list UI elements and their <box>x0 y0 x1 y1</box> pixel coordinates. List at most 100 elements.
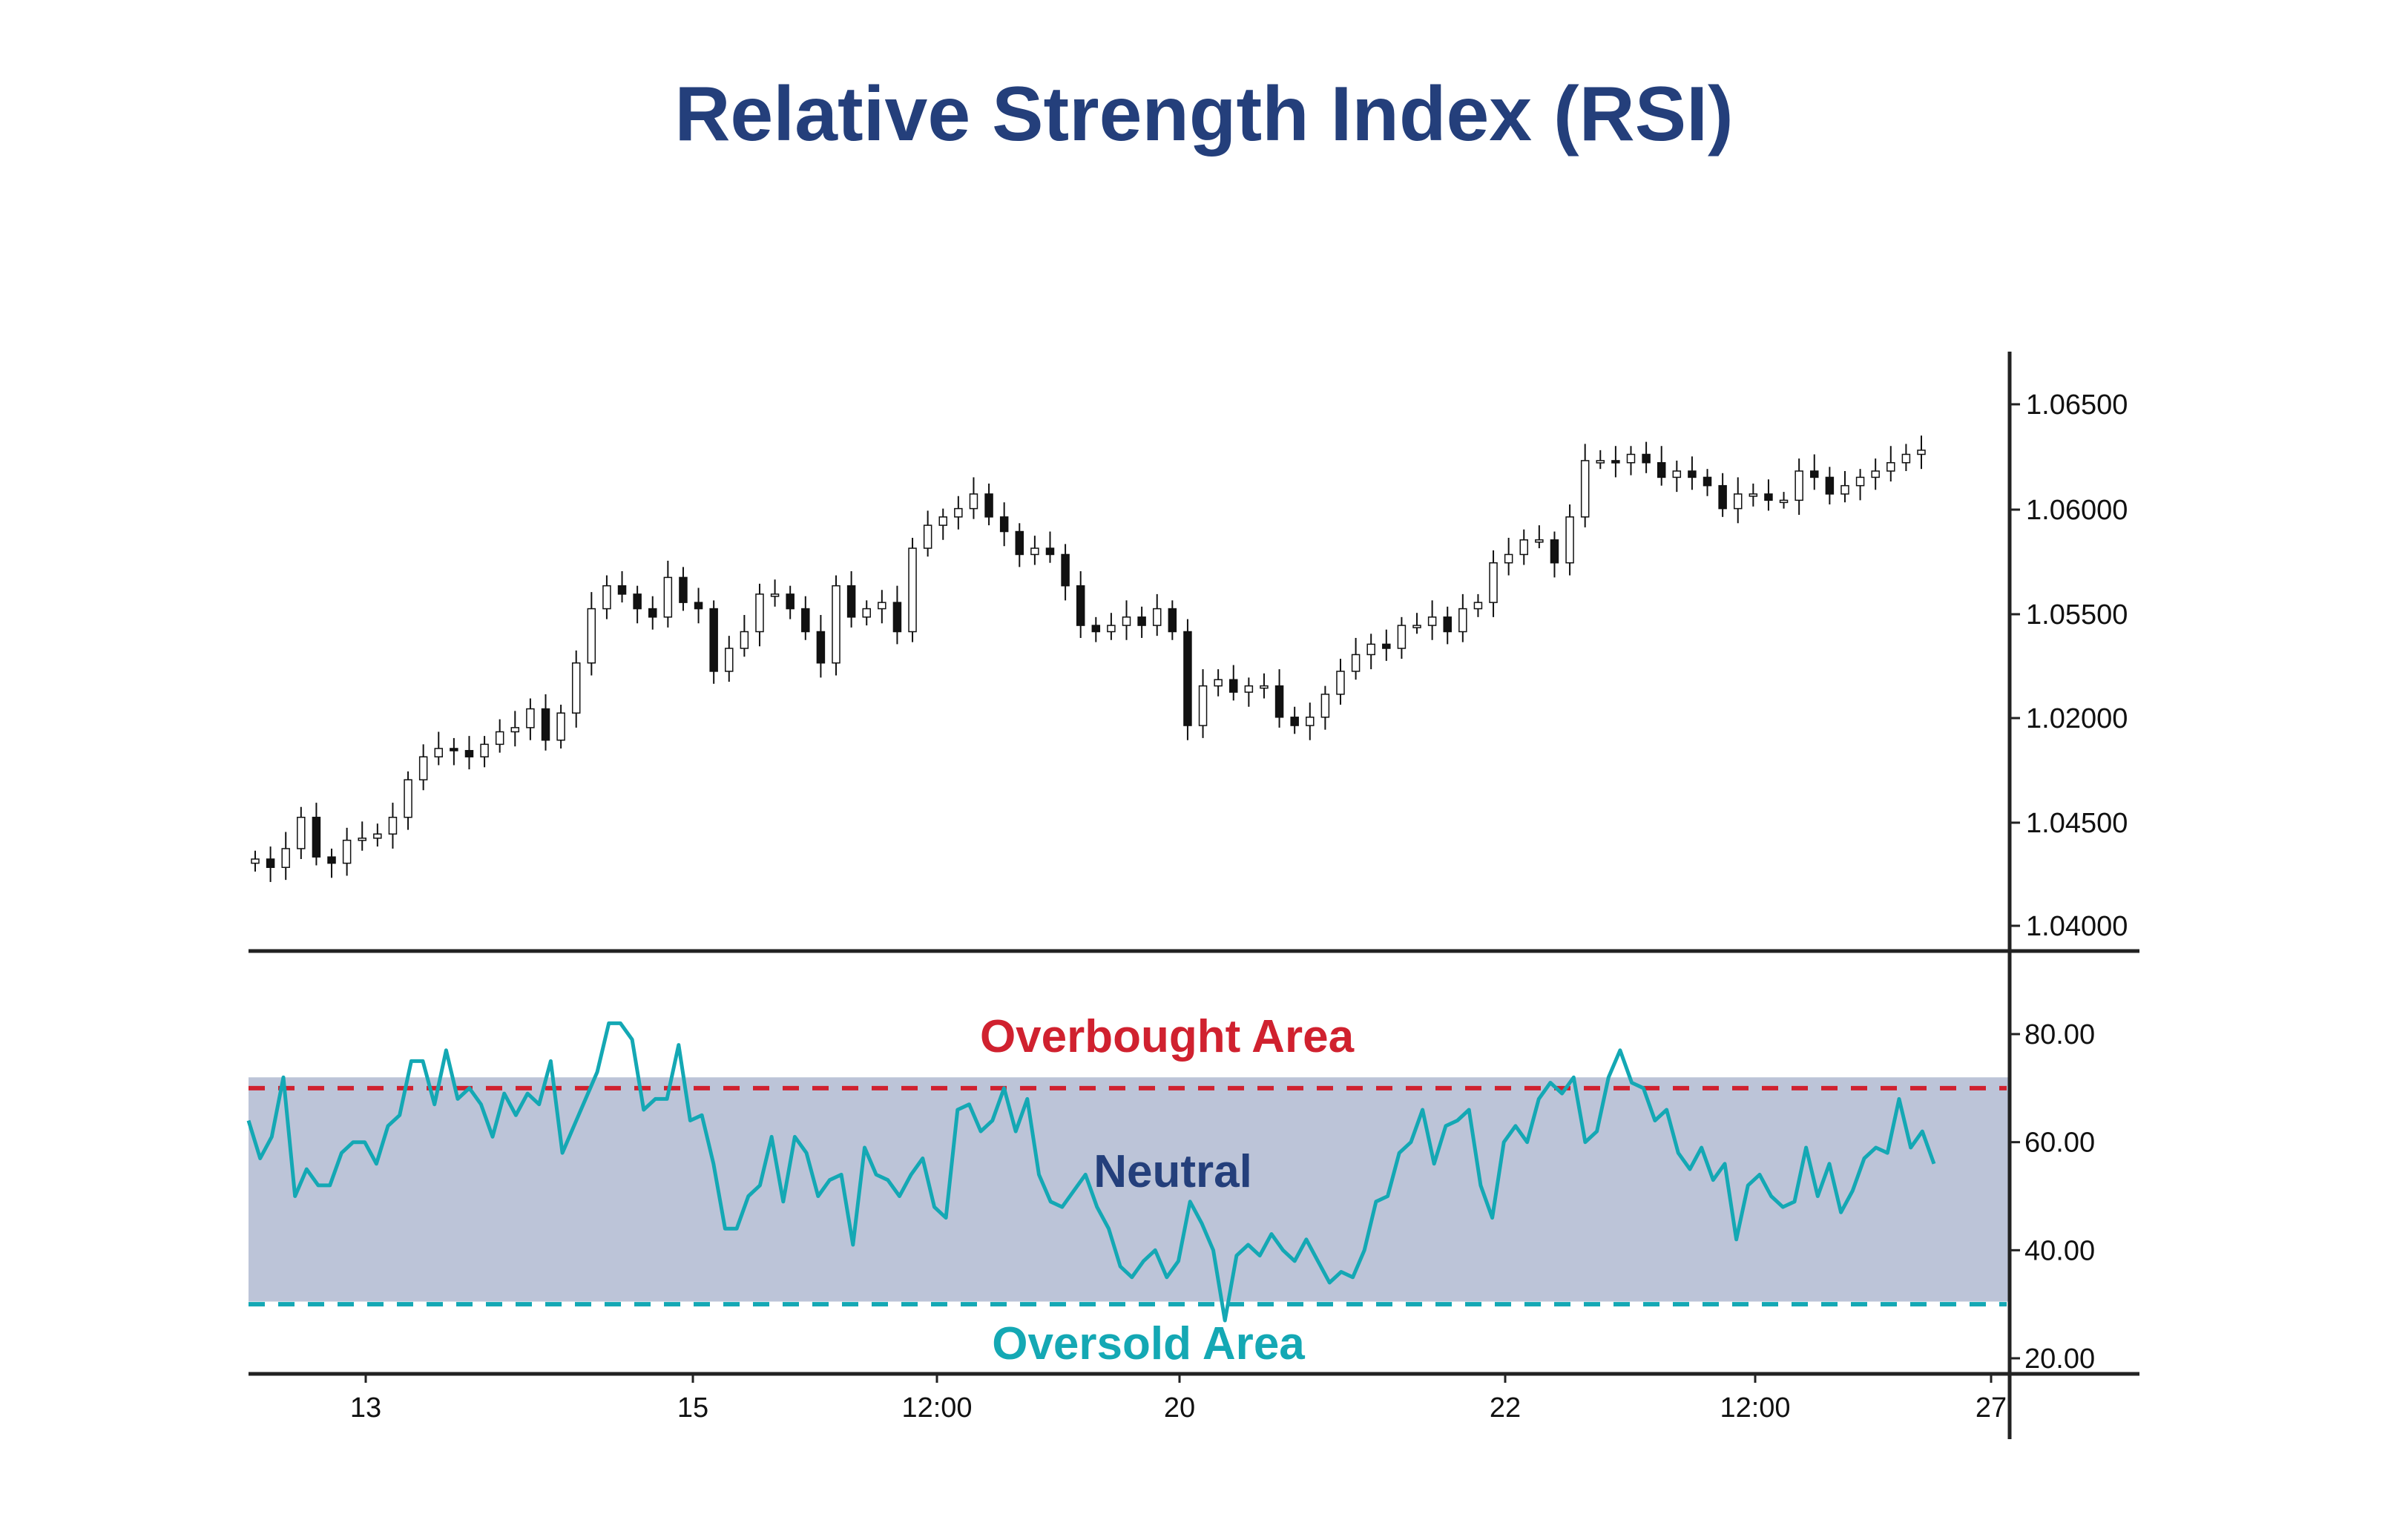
candle-body <box>571 662 581 714</box>
candle <box>709 600 718 684</box>
candle-body <box>878 602 886 610</box>
candle-body <box>1550 539 1559 564</box>
candle-body <box>1443 616 1452 633</box>
price-tick-label: 1.06000 <box>2026 495 2128 526</box>
candle <box>1076 570 1085 638</box>
candle-body <box>1397 625 1407 649</box>
rsi-line <box>246 1021 1936 1323</box>
candle-body <box>1290 717 1299 726</box>
candle <box>1351 637 1361 680</box>
candle <box>1901 444 1911 471</box>
candle <box>1336 659 1345 705</box>
candle <box>1427 600 1437 640</box>
candle-body <box>923 524 932 549</box>
candle <box>892 585 902 645</box>
candle <box>556 704 565 749</box>
candle-body <box>1382 643 1391 649</box>
candle-body <box>1336 671 1345 695</box>
candle-body <box>480 743 489 757</box>
candle-body <box>556 712 565 741</box>
candle-body <box>1229 679 1238 693</box>
candle-body <box>617 585 627 595</box>
candle-body <box>1626 453 1636 464</box>
candle <box>464 736 474 770</box>
candle <box>1580 444 1590 527</box>
candle <box>862 600 871 626</box>
candle-body <box>404 779 412 818</box>
candle <box>1244 677 1254 707</box>
candle-body <box>1183 631 1192 726</box>
candle-body <box>1703 476 1712 487</box>
candle-body <box>1886 461 1895 472</box>
candle-body <box>297 817 306 849</box>
candle-body <box>373 833 382 839</box>
candle <box>648 596 657 630</box>
candle <box>1886 446 1895 482</box>
x-tick-label: 27 <box>1976 1392 2007 1424</box>
candle <box>1504 537 1513 576</box>
candle-body <box>816 631 826 664</box>
candle <box>1688 456 1697 490</box>
candle <box>832 575 841 676</box>
candle <box>312 803 321 866</box>
x-tick-label: 20 <box>1164 1392 1195 1424</box>
candle-body <box>1688 470 1697 478</box>
candle-body <box>1351 654 1361 672</box>
candle <box>1030 536 1039 565</box>
candle <box>908 537 917 642</box>
candle <box>327 848 336 878</box>
candle <box>1183 619 1192 740</box>
candle-body <box>740 631 749 649</box>
candle-body <box>633 593 642 610</box>
candle <box>679 567 688 611</box>
candle-body <box>1122 616 1131 626</box>
candle <box>1473 593 1483 617</box>
candle <box>1657 446 1666 486</box>
candle-body <box>602 585 611 610</box>
candle-body <box>1871 470 1880 478</box>
candle <box>1535 525 1544 549</box>
candle <box>1229 665 1238 701</box>
candle <box>1045 531 1055 563</box>
candle-body <box>1030 547 1039 556</box>
candle <box>342 827 352 876</box>
candle <box>1642 441 1651 473</box>
candle <box>587 592 596 676</box>
candle <box>1274 669 1284 728</box>
candle <box>297 806 306 860</box>
candle <box>541 694 550 751</box>
candle-body <box>388 817 398 835</box>
candle <box>1825 467 1835 504</box>
candle <box>1718 473 1727 517</box>
candle-body <box>679 576 688 603</box>
candle <box>281 832 290 881</box>
candle <box>938 508 947 540</box>
candle <box>1703 469 1712 496</box>
candle <box>816 615 826 678</box>
candle <box>1855 469 1865 501</box>
candle-body <box>846 585 856 618</box>
candle <box>1779 492 1789 509</box>
candle-body <box>1427 616 1437 626</box>
candle-body <box>266 858 275 869</box>
candle-body <box>1825 476 1835 495</box>
candle <box>1122 600 1131 640</box>
rsi-tick-label: 80.00 <box>2024 1019 2095 1050</box>
x-tick-label: 12:00 <box>901 1392 972 1424</box>
candle <box>786 585 795 619</box>
candle <box>1871 458 1880 490</box>
candle-body <box>587 608 596 664</box>
candle <box>266 846 275 882</box>
candle-body <box>892 602 902 633</box>
candle-body <box>832 585 841 664</box>
candle-body <box>342 839 352 864</box>
candle <box>1015 523 1024 567</box>
candle-body <box>1642 453 1651 464</box>
candle <box>1091 616 1101 642</box>
candle <box>450 737 458 766</box>
candle <box>1443 606 1452 645</box>
candle <box>1320 685 1330 730</box>
rsi-tick-label: 60.00 <box>2024 1128 2095 1159</box>
candle <box>434 731 444 766</box>
candle <box>1107 613 1116 640</box>
